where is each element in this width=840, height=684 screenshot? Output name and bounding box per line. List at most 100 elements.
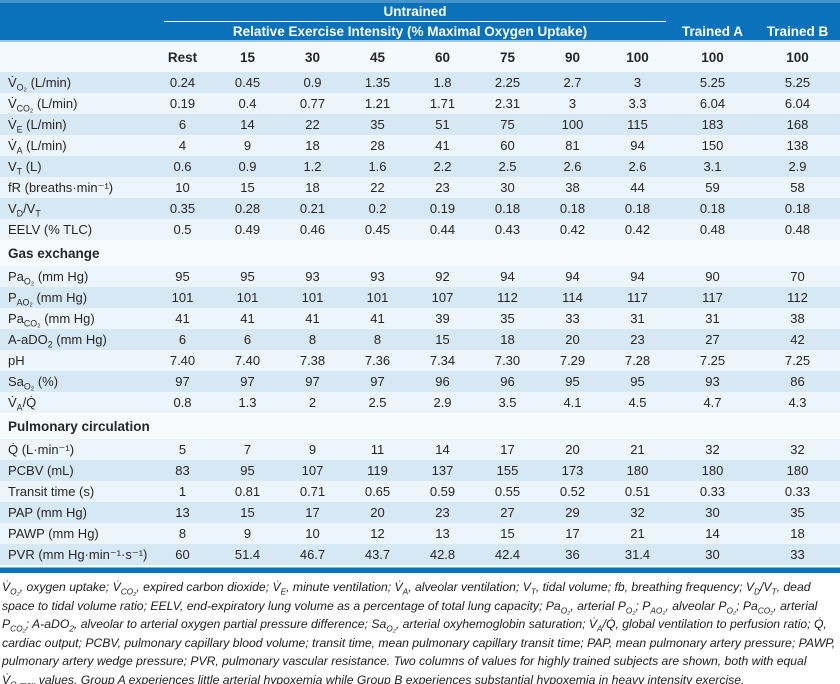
value-cell: 2.25 [494,75,521,90]
table-row: fR (breaths·min⁻¹) 10 15 18 22 23 30 38 44 59 58 [0,177,840,198]
row-label: SaO₂ (%) [8,374,59,392]
value-cell: 3.5 [498,395,517,410]
value-cell: 0.71 [299,484,326,499]
section-header-row: Gas exchange [0,240,840,266]
value-cell: 32 [790,442,805,457]
value-cell: 94 [630,269,645,284]
value-cell: 15 [500,526,515,541]
value-cell: 0.9 [303,75,322,90]
value-cell: 11 [370,442,385,457]
value-cell: 1.35 [364,75,391,90]
value-cell: 38 [790,311,805,326]
value-cell: 10 [175,180,190,195]
value-cell: 3.1 [703,159,722,174]
value-cell: 14 [705,526,720,541]
value-cell: 51 [435,117,450,132]
value-cell: 2.31 [494,96,521,111]
value-cell: 31 [630,311,645,326]
value-cell: 17 [500,442,515,457]
value-cell: 0.48 [784,222,811,237]
value-cell: 0.45 [234,75,261,90]
value-cell: 138 [786,138,809,153]
value-cell: 97 [370,374,385,389]
column-header: 15 [239,49,256,65]
row-label: PaCO₂ (mm Hg) [8,311,95,329]
table-row: Transit time (s) 1 0.81 0.71 0.65 0.59 0.55 0.5… [0,481,840,502]
value-cell: 97 [175,374,190,389]
value-cell: 4.5 [628,395,647,410]
value-cell: 86 [790,374,805,389]
value-cell: 42 [790,332,805,347]
value-cell: 0.19 [429,201,456,216]
value-cell: 18 [500,332,515,347]
value-cell: 7.38 [299,353,326,368]
value-cell: 75 [500,117,515,132]
value-cell: 183 [701,117,724,132]
value-cell: 31.4 [624,547,651,562]
value-cell: 13 [435,526,450,541]
row-label: PAWP (mm Hg) [8,526,99,541]
value-cell: 1.21 [364,96,391,111]
value-cell: 12 [370,526,385,541]
value-cell: 137 [431,463,454,478]
value-cell: 0.43 [494,222,521,237]
value-cell: 20 [565,332,580,347]
value-cell: 9 [243,526,252,541]
value-cell: 2.9 [788,159,807,174]
row-label: Q̇ (L·min⁻¹) [8,441,75,457]
row-label: EELV (% TLC) [8,222,93,237]
value-cell: 4.7 [703,395,722,410]
value-cell: 0.65 [364,484,391,499]
value-cell: 0.46 [299,222,326,237]
table-row: EELV (% TLC) 0.5 0.49 0.46 0.45 0.44 0.43 0.42 0… [0,219,840,240]
value-cell: 117 [702,290,723,305]
column-header: 100 [626,49,649,65]
row-label: V̇A (L/min) [8,138,67,156]
value-cell: 9 [243,138,252,153]
table-row: PAO₂ (mm Hg) 101 101 101 101 107 112 114 117 117 1… [0,287,840,308]
value-cell: 0.18 [699,201,726,216]
section-header-row: Pulmonary circulation [0,413,840,439]
value-cell: 0.8 [173,395,192,410]
row-label: VD/VT [8,201,41,219]
value-cell: 93 [705,374,720,389]
value-cell: 1.6 [368,159,387,174]
relative-intensity-header: Relative Exercise Intensity (% Maximal O… [232,24,588,39]
value-cell: 5.25 [784,75,811,90]
banner-row-subtitle: Relative Exercise Intensity (% Maximal O… [0,22,840,40]
value-cell: 7.30 [494,353,521,368]
value-cell: 0.18 [559,201,586,216]
row-label: PVR (mm Hg·min⁻¹·s⁻¹) [8,546,148,562]
value-cell: 20 [370,505,385,520]
column-header: 30 [304,49,321,65]
value-cell: 41 [370,311,385,326]
value-cell: 95 [565,374,580,389]
value-cell: 18 [305,180,320,195]
value-cell: 0.52 [559,484,586,499]
value-cell: 8 [373,332,382,347]
value-cell: 2.5 [368,395,387,410]
value-cell: 41 [435,138,450,153]
value-cell: 2.9 [433,395,452,410]
value-cell: 6.04 [784,96,811,111]
value-cell: 7.40 [234,353,261,368]
row-label: V̇E (L/min) [8,117,67,135]
value-cell: 41 [305,311,320,326]
value-cell: 81 [565,138,580,153]
column-header: 90 [564,49,581,65]
column-header: 75 [499,49,516,65]
column-header: 60 [434,49,451,65]
value-cell: 60 [500,138,515,153]
value-cell: 22 [305,117,320,132]
table-row: PAP (mm Hg) 13 15 17 20 23 27 29 32 30 35 [0,502,840,523]
value-cell: 60 [175,547,190,562]
value-cell: 0.4 [238,96,257,111]
value-cell: 92 [435,269,450,284]
value-cell: 6.04 [699,96,726,111]
column-header: 100 [701,49,724,65]
value-cell: 0.18 [624,201,651,216]
value-cell: 30 [500,180,515,195]
value-cell: 30 [705,547,720,562]
value-cell: 3 [633,75,642,90]
value-cell: 1.8 [433,75,452,90]
